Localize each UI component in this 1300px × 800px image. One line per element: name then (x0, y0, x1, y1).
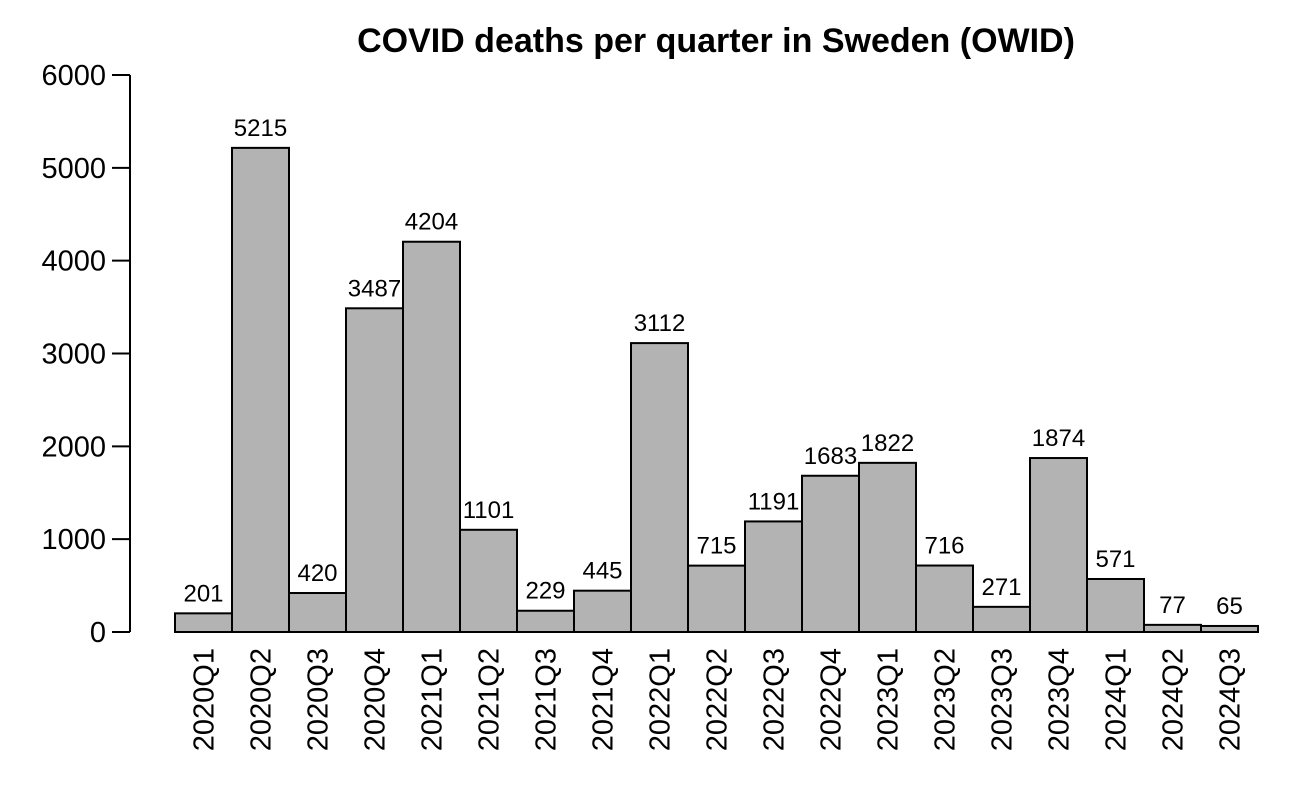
bar-2021Q4 (573, 589, 632, 633)
data-label: 3487 (348, 275, 401, 302)
x-tick-label: 2020Q1 (189, 648, 221, 751)
data-label: 271 (981, 574, 1021, 601)
x-tick-label: 2024Q1 (1101, 648, 1133, 751)
bar-2021Q2 (459, 528, 518, 634)
bar-2024Q2 (1143, 623, 1202, 633)
bar-2023Q3 (972, 605, 1031, 633)
x-tick-label: 2021Q1 (417, 648, 449, 751)
bar-2023Q4 (1029, 457, 1088, 633)
bars (174, 146, 1259, 634)
bar-2021Q3 (516, 609, 575, 633)
x-tick-label: 2020Q4 (360, 648, 392, 751)
bar-2022Q1 (630, 342, 689, 633)
data-label: 5215 (234, 115, 287, 142)
y-tick-label: 2000 (41, 431, 106, 463)
bar-2022Q3 (744, 520, 803, 633)
x-axis-labels: 2020Q1 2020Q2 2020Q3 2020Q4 2021Q1 2021Q2 2021… (189, 648, 1247, 751)
chart-title: COVID deaths per quarter in Sweden (OWID… (357, 22, 1075, 60)
bar-2022Q4 (801, 474, 860, 633)
x-tick-label: 2022Q4 (816, 648, 848, 751)
x-tick-label: 2024Q3 (1215, 648, 1247, 751)
x-tick-label: 2020Q3 (303, 648, 335, 751)
data-label: 77 (1159, 592, 1186, 619)
bar-2024Q1 (1086, 577, 1145, 634)
x-tick-label: 2022Q1 (645, 648, 677, 751)
x-tick-label: 2022Q2 (702, 648, 734, 751)
data-label: 1191 (748, 488, 800, 515)
data-label: 1101 (463, 497, 515, 524)
data-labels: 2015215420348742041101229445311271511911… (183, 115, 1242, 620)
bar-2024Q3 (1200, 624, 1259, 633)
data-label: 229 (525, 578, 565, 605)
x-tick-label: 2021Q3 (531, 648, 563, 751)
y-axis: 0 1000 2000 3000 4000 5000 6000 (41, 60, 131, 649)
x-tick-label: 2021Q2 (474, 648, 506, 751)
y-tick-label: 0 (90, 617, 106, 649)
bar-2022Q2 (687, 564, 746, 633)
y-tick-label: 5000 (41, 153, 106, 185)
bar-2023Q1 (858, 461, 917, 633)
x-tick-label: 2024Q2 (1158, 648, 1190, 751)
data-label: 420 (297, 560, 337, 587)
bar-2020Q2 (231, 146, 290, 633)
x-tick-label: 2020Q2 (246, 648, 278, 751)
y-tick-label: 1000 (41, 524, 106, 556)
data-label: 4204 (405, 209, 458, 236)
data-label: 1822 (861, 430, 914, 457)
x-tick-label: 2023Q3 (987, 648, 1019, 751)
data-label: 445 (582, 558, 622, 585)
bar-2020Q3 (288, 592, 347, 634)
data-label: 201 (183, 580, 223, 607)
bar-2021Q1 (402, 240, 461, 633)
x-tick-label: 2022Q3 (759, 648, 791, 751)
y-tick-label: 4000 (41, 246, 106, 278)
y-tick-label: 6000 (41, 60, 106, 92)
data-label: 1683 (804, 443, 857, 470)
x-tick-label: 2023Q1 (873, 648, 905, 751)
data-label: 65 (1216, 593, 1243, 620)
bar-2020Q1 (174, 612, 233, 634)
x-tick-label: 2021Q4 (588, 648, 620, 751)
data-label: 3112 (634, 310, 686, 337)
x-tick-label: 2023Q4 (1044, 648, 1076, 751)
y-tick-label: 3000 (41, 339, 106, 371)
bar-2023Q2 (915, 564, 974, 633)
data-label: 715 (696, 533, 736, 560)
data-label: 716 (924, 533, 964, 560)
data-label: 571 (1095, 546, 1135, 573)
x-tick-label: 2023Q2 (930, 648, 962, 751)
data-label: 1874 (1032, 425, 1085, 452)
bar-2020Q4 (345, 307, 404, 633)
